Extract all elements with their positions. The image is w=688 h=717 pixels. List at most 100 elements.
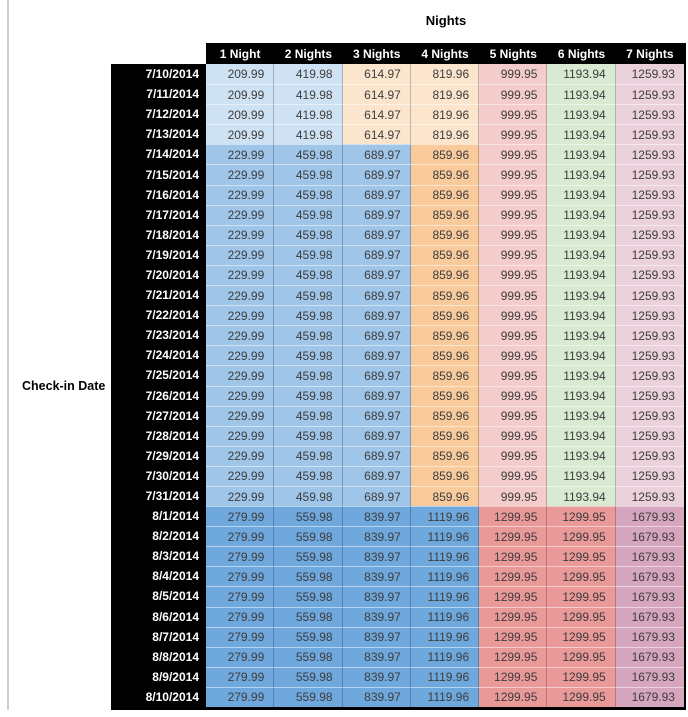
- price-cell: 459.98: [274, 405, 343, 426]
- price-cell: 1119.96: [410, 606, 480, 627]
- price-cell: 229.99: [206, 465, 275, 486]
- column-header-2-night: 2 Nights: [274, 43, 343, 64]
- price-cell: 999.95: [479, 84, 548, 105]
- price-cell: 559.98: [274, 606, 343, 627]
- price-cell: 1193.94: [547, 285, 616, 306]
- price-cell: 999.95: [479, 104, 548, 125]
- price-cell: 1193.94: [547, 445, 616, 466]
- row-date: 7/15/2014: [111, 164, 206, 185]
- column-header-4-night: 4 Nights: [410, 43, 480, 64]
- column-header-6-night: 6 Nights: [547, 43, 616, 64]
- price-cell: 459.98: [274, 264, 343, 286]
- price-cell: 819.96: [410, 84, 480, 105]
- price-cell: 999.95: [479, 124, 548, 145]
- price-cell: 1679.93: [615, 526, 684, 547]
- price-cell: 1193.94: [547, 325, 616, 346]
- price-cell: 459.98: [274, 425, 343, 446]
- price-cell: 1299.95: [547, 646, 616, 667]
- corner-spacer: [111, 43, 206, 64]
- price-cell: 859.96: [410, 445, 480, 466]
- price-cell: 419.98: [274, 64, 343, 85]
- price-cell: 1193.94: [547, 224, 616, 245]
- price-cell: 1299.95: [479, 526, 548, 547]
- price-cell: 279.99: [206, 546, 275, 567]
- price-cell: 689.97: [342, 264, 411, 286]
- price-cell: 459.98: [274, 325, 343, 346]
- row-date: 7/10/2014: [111, 64, 206, 85]
- price-cell: 999.95: [479, 405, 548, 426]
- price-cell: 1679.93: [615, 586, 684, 607]
- price-cell: 229.99: [206, 485, 275, 507]
- price-cell: 229.99: [206, 144, 275, 165]
- price-cell: 689.97: [342, 144, 411, 165]
- price-cell: 1259.93: [615, 425, 684, 446]
- price-cell: 1259.93: [615, 385, 684, 406]
- price-cell: 459.98: [274, 445, 343, 466]
- price-cell: 839.97: [342, 686, 411, 707]
- price-cell: 1299.95: [547, 666, 616, 687]
- price-cell: 1259.93: [615, 325, 684, 346]
- price-cell: 859.96: [410, 204, 480, 225]
- price-cell: 1193.94: [547, 385, 616, 406]
- price-cell: 1193.94: [547, 144, 616, 165]
- price-cell: 459.98: [274, 244, 343, 265]
- price-cell: 279.99: [206, 626, 275, 647]
- price-cell: 1119.96: [410, 626, 480, 647]
- row-date: 7/23/2014: [111, 325, 206, 346]
- row-date: 7/19/2014: [111, 244, 206, 265]
- price-cell: 459.98: [274, 365, 343, 386]
- row-date: 8/5/2014: [111, 586, 206, 607]
- price-cell: 1259.93: [615, 244, 684, 265]
- price-cell: 1193.94: [547, 104, 616, 125]
- price-cell: 1259.93: [615, 104, 684, 125]
- price-cell: 859.96: [410, 264, 480, 286]
- row-date: 7/28/2014: [111, 425, 206, 446]
- price-cell: 1679.93: [615, 546, 684, 567]
- price-cell: 559.98: [274, 566, 343, 587]
- price-cell: 1259.93: [615, 124, 684, 145]
- column-header-7-night: 7 Nights: [615, 43, 684, 64]
- price-cell: 209.99: [206, 124, 275, 145]
- price-cell: 859.96: [410, 224, 480, 245]
- row-date: 8/8/2014: [111, 646, 206, 667]
- price-cell: 859.96: [410, 305, 480, 326]
- price-cell: 229.99: [206, 345, 275, 366]
- price-cell: 1299.95: [479, 666, 548, 687]
- row-date: 7/24/2014: [111, 345, 206, 366]
- price-cell: 999.95: [479, 285, 548, 306]
- row-date: 8/10/2014: [111, 686, 206, 707]
- price-cell: 1299.95: [547, 606, 616, 627]
- price-cell: 1119.96: [410, 666, 480, 687]
- row-date: 7/12/2014: [111, 104, 206, 125]
- row-date: 7/31/2014: [111, 485, 206, 507]
- price-cell: 614.97: [342, 104, 411, 125]
- price-cell: 459.98: [274, 465, 343, 486]
- price-cell: 419.98: [274, 84, 343, 105]
- row-date: 7/29/2014: [111, 445, 206, 466]
- price-cell: 1193.94: [547, 345, 616, 366]
- price-cell: 279.99: [206, 566, 275, 587]
- price-cell: 1119.96: [410, 546, 480, 567]
- price-cell: 999.95: [479, 264, 548, 286]
- price-cell: 1679.93: [615, 566, 684, 587]
- price-cell: 839.97: [342, 646, 411, 667]
- row-date: 7/17/2014: [111, 204, 206, 225]
- price-cell: 229.99: [206, 325, 275, 346]
- price-cell: 1299.95: [479, 506, 548, 527]
- column-header-3-night: 3 Nights: [342, 43, 411, 64]
- price-cell: 459.98: [274, 285, 343, 306]
- price-cell: 229.99: [206, 264, 275, 286]
- price-cell: 209.99: [206, 64, 275, 85]
- price-cell: 689.97: [342, 345, 411, 366]
- row-date: 7/30/2014: [111, 465, 206, 486]
- price-cell: 1193.94: [547, 164, 616, 185]
- price-cell: 459.98: [274, 345, 343, 366]
- price-cell: 1193.94: [547, 204, 616, 225]
- price-cell: 229.99: [206, 445, 275, 466]
- price-cell: 559.98: [274, 666, 343, 687]
- price-cell: 1193.94: [547, 264, 616, 286]
- price-cell: 1299.95: [479, 566, 548, 587]
- price-cell: 1679.93: [615, 626, 684, 647]
- price-cell: 229.99: [206, 244, 275, 265]
- price-cell: 1259.93: [615, 285, 684, 306]
